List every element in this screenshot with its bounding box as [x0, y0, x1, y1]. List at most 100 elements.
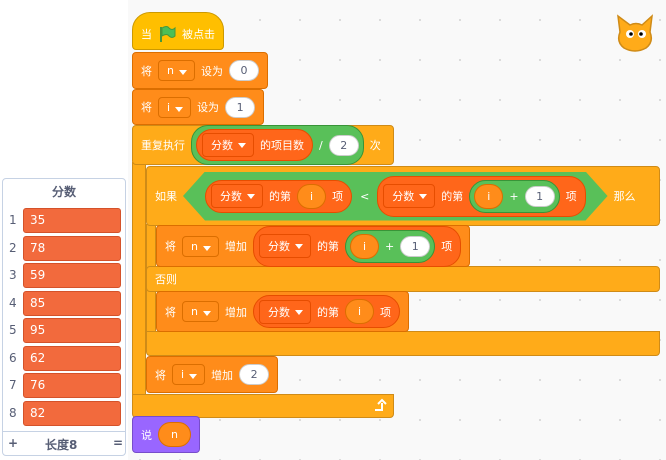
operator-symbol: + [385, 239, 395, 253]
repeat-bottom [132, 394, 394, 418]
variable-reporter[interactable]: i [474, 184, 503, 209]
block-text: 的项目数 [260, 139, 304, 152]
when-flag-clicked-block[interactable]: 当 被点击 [132, 12, 224, 50]
less-than-operator[interactable]: 分数 的第 i 项 < 分数 的第 i + 1 项 [183, 172, 608, 221]
list-length: 长度8 [45, 438, 78, 452]
set-variable-block[interactable]: 将 n 设为 0 [132, 52, 268, 89]
change-variable-block[interactable]: 将 i 增加 2 [146, 356, 279, 393]
item-value[interactable]: 82 [23, 400, 121, 426]
list-item: 2 78 [3, 235, 123, 262]
list-dropdown[interactable]: 分数 [211, 184, 263, 208]
variable-dropdown[interactable]: n [158, 60, 195, 81]
number-input[interactable]: 2 [328, 134, 359, 156]
number-input[interactable]: 1 [400, 235, 431, 257]
variable-dropdown[interactable]: n [182, 235, 219, 257]
item-index: 2 [9, 240, 17, 255]
block-text: 的第 [441, 190, 464, 203]
item-of-list-reporter[interactable]: 分数 的第 i 项 [252, 295, 401, 328]
item-value[interactable]: 59 [23, 263, 121, 288]
variable-reporter[interactable]: i [349, 233, 380, 259]
block-text: 设为 [200, 64, 223, 78]
resize-handle[interactable]: = [113, 436, 124, 450]
list-dropdown[interactable]: 分数 [258, 299, 311, 324]
if-else-block[interactable]: 如果 分数 的第 i 项 < 分数 的第 i + 1 项 那么 [146, 166, 660, 226]
item-value[interactable]: 78 [23, 235, 121, 261]
item-index: 5 [9, 323, 17, 337]
list-item: 4 85 [3, 290, 123, 317]
say-block[interactable]: 说 n [132, 416, 200, 453]
list-item: 7 76 [3, 372, 123, 399]
block-text: 增加 [224, 240, 247, 253]
repeat-arm [132, 162, 146, 396]
item-of-list-reporter[interactable]: 分数 的第 i + 1 项 [377, 176, 585, 217]
list-dropdown[interactable]: 分数 [383, 184, 435, 208]
item-index: 4 [9, 295, 17, 310]
block-text: 次 [369, 139, 381, 152]
list-monitor: 分数 1 35 2 78 3 59 4 85 5 95 6 62 7 76 8 82 + 长度8 = [2, 178, 126, 456]
sprite-icon [617, 14, 653, 52]
add-operator[interactable]: i + 1 [469, 180, 559, 213]
variable-dropdown[interactable]: i [172, 364, 206, 385]
block-text: 的第 [269, 190, 291, 203]
list-item: 3 59 [3, 262, 123, 289]
block-text: 将 [141, 64, 152, 78]
list-item: 6 62 [3, 345, 123, 372]
number-input[interactable]: 2 [239, 364, 270, 385]
block-text: 增加 [224, 305, 247, 319]
variable-reporter[interactable]: n [158, 422, 191, 447]
block-text: 将 [155, 368, 166, 382]
add-operator[interactable]: i + 1 [344, 229, 436, 263]
loop-arrow-icon [375, 398, 387, 411]
item-value[interactable]: 35 [23, 208, 121, 233]
list-dropdown[interactable]: 分数 [202, 133, 254, 157]
set-variable-block[interactable]: 将 i 设为 1 [132, 89, 265, 125]
item-value[interactable]: 62 [23, 345, 121, 371]
block-text: 将 [165, 240, 176, 253]
item-of-list-reporter[interactable]: 分数 的第 i + 1 项 [252, 225, 462, 267]
block-text: 设为 [197, 101, 220, 114]
block-text: 增加 [211, 368, 234, 382]
variable-reporter[interactable]: i [297, 184, 326, 209]
block-text: 项 [380, 305, 392, 319]
block-text: 否则 [155, 273, 177, 286]
block-text: 将 [141, 101, 152, 114]
list-dropdown[interactable]: 分数 [258, 234, 311, 258]
repeat-block[interactable]: 重复执行 分数 的项目数 / 2 次 [132, 125, 394, 165]
operator-symbol: + [509, 189, 519, 203]
item-value[interactable]: 76 [23, 373, 121, 398]
block-text: 将 [165, 305, 176, 319]
green-flag-icon [160, 26, 176, 42]
item-index: 6 [9, 350, 17, 365]
number-input[interactable]: 1 [225, 96, 256, 118]
block-text: 项 [565, 190, 577, 203]
change-variable-block[interactable]: 将 n 增加 分数 的第 i 项 [156, 291, 410, 332]
divide-operator[interactable]: 分数 的项目数 / 2 [191, 125, 364, 165]
list-length-reporter[interactable]: 分数 的项目数 [196, 129, 313, 161]
add-button[interactable]: + [8, 436, 19, 450]
block-text: 被点击 [182, 28, 215, 41]
block-text: 项 [441, 240, 453, 253]
item-index: 3 [9, 268, 17, 282]
item-value[interactable]: 95 [23, 318, 121, 343]
block-text: 如果 [155, 190, 177, 203]
variable-dropdown[interactable]: n [182, 301, 219, 322]
item-index: 8 [9, 405, 17, 420]
item-value[interactable]: 85 [23, 290, 121, 316]
change-variable-block[interactable]: 将 n 增加 分数 的第 i + 1 项 [156, 225, 471, 267]
list-footer: + 长度8 = [3, 431, 125, 455]
operator-symbol: < [360, 189, 370, 203]
else-bar: 否则 [146, 266, 660, 292]
block-text: 当 [141, 28, 152, 41]
number-input[interactable]: 1 [525, 186, 555, 207]
list-title: 分数 [51, 185, 76, 199]
item-index: 7 [9, 378, 17, 392]
variable-reporter[interactable]: i [344, 299, 375, 324]
variable-dropdown[interactable]: i [158, 96, 192, 118]
item-index: 1 [9, 213, 17, 227]
list-item: 5 95 [3, 317, 123, 344]
block-text: 的第 [316, 305, 339, 319]
item-of-list-reporter[interactable]: 分数 的第 i 项 [205, 180, 352, 213]
block-text: 那么 [613, 190, 636, 203]
number-input[interactable]: 0 [228, 60, 259, 81]
